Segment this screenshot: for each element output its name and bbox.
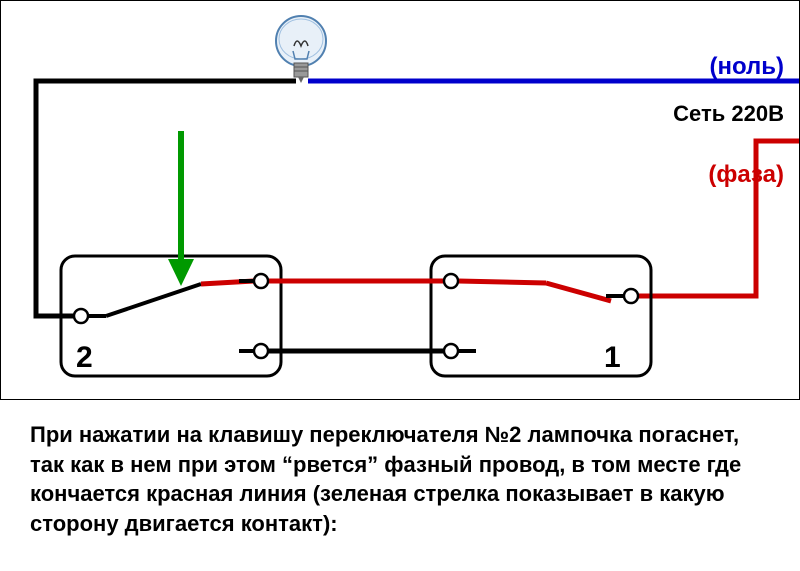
sw2-blade [106, 284, 201, 316]
neutral-label: (ноль) [709, 53, 784, 81]
light-bulb-icon [276, 16, 326, 83]
sw2-terminal-bottom [254, 344, 268, 358]
switch-2-number: 2 [76, 341, 93, 375]
sw1-blade [546, 283, 611, 301]
voltage-label: Сеть 220В [673, 101, 784, 127]
sw1-terminal-common [624, 289, 638, 303]
circuit-svg [1, 1, 800, 401]
sw1-terminal-top [444, 274, 458, 288]
sw2-terminal-top [254, 274, 268, 288]
sw1-terminal-bottom [444, 344, 458, 358]
description-text: При нажатии на клавишу переключателя №2 … [0, 400, 800, 539]
phase-label: (фаза) [708, 161, 784, 189]
sw1-red-from-top [458, 281, 546, 283]
sw2-terminal-common [74, 309, 88, 323]
switch-1-number: 1 [604, 341, 621, 375]
circuit-diagram: (ноль) Сеть 220В (фаза) 2 1 [0, 0, 800, 400]
green-arrow-icon [168, 131, 194, 286]
